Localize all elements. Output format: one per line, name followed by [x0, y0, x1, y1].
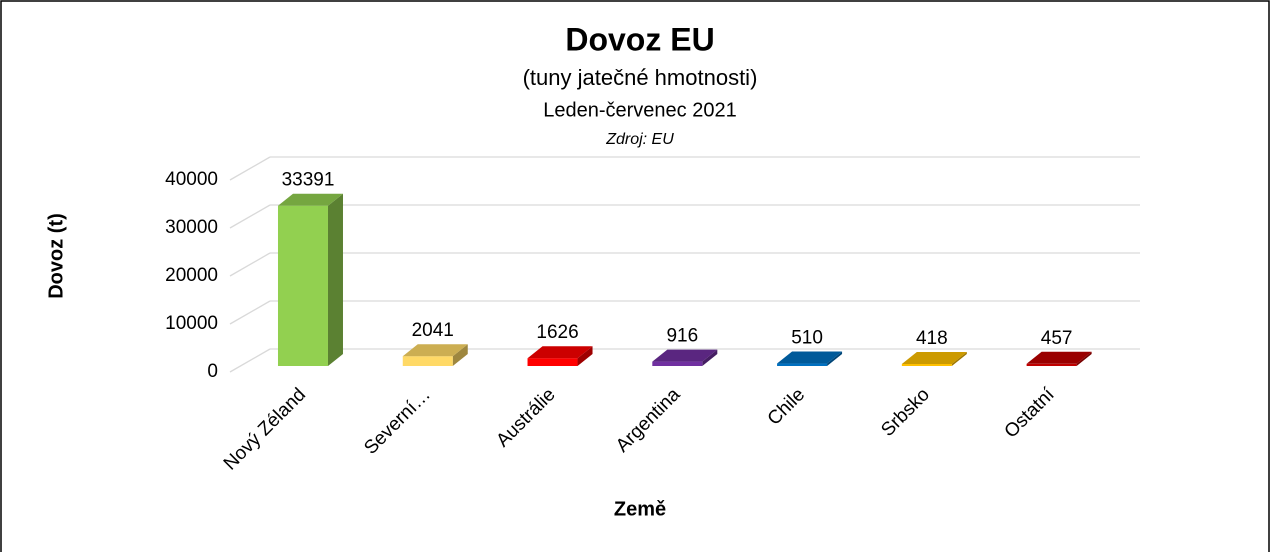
value-label: 510 [791, 328, 823, 349]
bar-side [452, 344, 468, 366]
bar-side [1076, 351, 1092, 366]
bar [652, 349, 718, 366]
bar [777, 351, 843, 366]
bar [901, 351, 967, 366]
chart-period: Leden-červenec 2021 [543, 99, 736, 121]
bar-front [1026, 363, 1077, 366]
y-tick-label: 40000 [165, 169, 218, 190]
bar-side [951, 351, 967, 366]
bar [402, 344, 468, 366]
y-tick-label: 20000 [165, 265, 218, 286]
bar-top [1026, 351, 1092, 364]
bar-front [527, 358, 578, 366]
value-label: 1626 [536, 322, 578, 343]
bar-top [277, 193, 343, 206]
bar [527, 346, 593, 366]
value-label: 418 [916, 328, 948, 349]
grid-line [229, 348, 271, 373]
value-label: 2041 [412, 320, 454, 341]
bar [1026, 351, 1092, 366]
bar-front [652, 361, 703, 366]
bar-top [652, 349, 718, 362]
bar-front [777, 363, 828, 366]
grid-line [229, 156, 271, 181]
bar-top [901, 351, 967, 364]
y-axis-title: Dovoz (t) [45, 213, 67, 299]
bar-front [901, 363, 952, 366]
chart-subtitle: (tuny jatečné hmotnosti) [523, 65, 758, 90]
value-label: 33391 [282, 170, 335, 191]
bar-side [827, 351, 843, 366]
bar-front [402, 356, 453, 366]
y-tick-label: 0 [207, 361, 218, 382]
bar-side [577, 346, 593, 366]
bar-top [777, 351, 843, 364]
grid-line [229, 252, 271, 277]
bar-side [702, 349, 718, 366]
y-tick-label: 30000 [165, 217, 218, 238]
grid-line [229, 300, 271, 325]
bar [277, 193, 343, 366]
chart-title: Dovoz EU [565, 21, 714, 57]
grid-line [229, 204, 271, 229]
bar-top [527, 346, 593, 359]
value-label: 457 [1041, 328, 1073, 349]
value-label: 916 [666, 326, 698, 347]
x-axis-title: Země [614, 498, 666, 520]
chart-source: Zdroj: EU [605, 131, 674, 148]
y-tick-label: 10000 [165, 313, 218, 334]
bar-front [277, 205, 328, 366]
bar-side [327, 193, 343, 366]
bar-top [402, 344, 468, 357]
